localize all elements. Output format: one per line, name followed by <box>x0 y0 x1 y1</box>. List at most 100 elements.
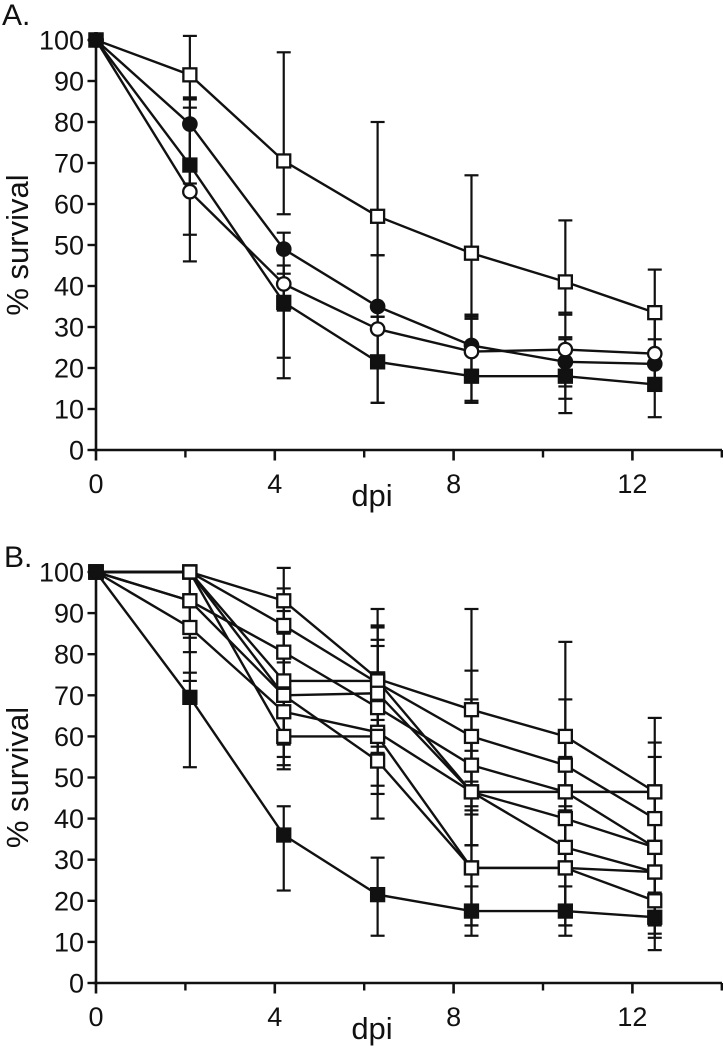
x-tick-label: 4 <box>267 1002 282 1032</box>
square-open-marker <box>557 839 573 856</box>
x-tick-label: 8 <box>446 469 461 499</box>
y-tick-label: 60 <box>54 190 84 220</box>
y-tick-label: 70 <box>54 149 84 179</box>
circle-open-marker <box>557 341 574 358</box>
y-tick-label: 10 <box>54 927 84 957</box>
square-filled-marker <box>647 376 663 393</box>
y-tick-label: 0 <box>69 436 84 466</box>
square-open-marker <box>647 304 663 321</box>
series-open-square-6-markers <box>88 564 663 880</box>
y-tick-label: 40 <box>54 804 84 834</box>
square-open-marker <box>182 67 198 83</box>
square-filled-marker <box>369 354 386 370</box>
y-tick-label: 80 <box>54 640 84 670</box>
circle-filled-marker <box>182 116 198 132</box>
circle-open-marker <box>182 183 198 200</box>
y-axis-label: % survival <box>0 174 35 315</box>
square-filled-marker <box>463 903 480 919</box>
series-open-square-errorbars <box>182 34 662 355</box>
square-open-marker <box>182 619 198 636</box>
square-open-marker <box>463 702 480 718</box>
series-open-square-markers <box>88 32 663 321</box>
y-tick-label: 10 <box>54 395 84 425</box>
square-open-marker <box>369 208 386 224</box>
series-open-square-2-errorbars <box>276 587 662 870</box>
circle-filled-marker <box>275 241 292 257</box>
square-filled-marker <box>557 903 573 919</box>
square-open-marker <box>369 685 386 701</box>
square-filled-marker <box>463 368 480 384</box>
square-open-marker <box>557 810 573 827</box>
series-open-square-7-line <box>96 570 655 874</box>
y-axis-label: % survival <box>0 707 35 848</box>
y-tick-label: 20 <box>54 354 84 384</box>
square-open-marker <box>647 864 663 880</box>
square-filled-marker <box>647 909 663 925</box>
square-open-marker <box>557 728 573 745</box>
x-tick-label: 4 <box>267 469 282 499</box>
x-tick-label: 0 <box>88 469 103 499</box>
y-tick-label: 30 <box>54 845 84 875</box>
y-tick-label: 90 <box>54 67 84 97</box>
series-open-circle-markers <box>88 32 663 362</box>
y-tick-label: 20 <box>54 886 84 916</box>
x-axis-label: dpi <box>351 1011 392 1046</box>
square-open-marker <box>369 728 386 745</box>
y-tick-label: 90 <box>54 599 84 629</box>
square-filled-marker <box>182 157 198 173</box>
square-open-marker <box>276 593 292 609</box>
series-filled-circle-errorbars <box>182 98 662 390</box>
square-open-marker <box>182 593 198 609</box>
square-open-marker <box>557 784 573 800</box>
panel-a-chart: 0 10 20 30 40 50 60 70 80 90 100 0 4 8 12 dpi % survival <box>0 26 723 513</box>
y-tick-label: 70 <box>54 681 84 711</box>
square-filled-marker <box>88 32 104 48</box>
y-tick-label: 30 <box>54 313 84 343</box>
square-open-marker <box>647 784 663 800</box>
square-filled-marker <box>276 827 292 843</box>
series-filled-square-markers <box>88 564 663 925</box>
square-open-marker <box>557 757 573 773</box>
y-tick-label: 50 <box>54 231 84 261</box>
square-filled-marker <box>88 564 104 580</box>
square-open-marker <box>276 153 292 169</box>
y-tick-label: 100 <box>39 26 84 56</box>
x-tick-label: 0 <box>88 1002 103 1032</box>
square-filled-marker <box>182 689 198 706</box>
square-open-marker <box>463 784 480 800</box>
circle-open-marker <box>369 321 386 337</box>
panel-b-chart: 0 10 20 30 40 50 60 70 80 90 100 0 4 8 12 dpi % survival <box>0 558 723 1046</box>
x-axis-label: dpi <box>351 478 392 513</box>
y-tick-label: 50 <box>54 763 84 793</box>
x-tick-label: 12 <box>617 469 647 499</box>
series-filled-circle-markers <box>88 32 663 372</box>
series-open-square-6-line <box>95 570 656 874</box>
y-tick-label: 100 <box>39 558 84 588</box>
square-open-marker <box>557 274 573 290</box>
y-tick-label: 0 <box>69 969 84 999</box>
circle-filled-marker <box>369 298 386 315</box>
square-open-marker <box>276 704 292 720</box>
square-open-marker <box>463 728 480 745</box>
series-open-square-6-errorbars <box>182 570 662 927</box>
y-tick-label: 80 <box>54 108 84 138</box>
square-open-marker <box>276 644 292 660</box>
square-open-marker <box>463 860 480 876</box>
square-open-marker <box>647 839 663 856</box>
y-tick-label: 60 <box>54 722 84 752</box>
square-open-marker <box>276 728 292 745</box>
panel-a-label: A. <box>2 0 31 32</box>
square-open-marker <box>369 753 386 769</box>
square-open-marker <box>369 699 386 716</box>
series-filled-square-markers <box>88 32 663 393</box>
circle-open-marker <box>463 343 480 360</box>
square-open-marker <box>369 673 386 689</box>
square-open-marker <box>647 810 663 827</box>
square-open-marker <box>276 687 292 703</box>
x-tick-label: 12 <box>617 1002 647 1032</box>
series-open-square-7-markers <box>88 564 663 880</box>
square-open-marker <box>647 893 663 909</box>
square-filled-marker <box>276 294 292 311</box>
